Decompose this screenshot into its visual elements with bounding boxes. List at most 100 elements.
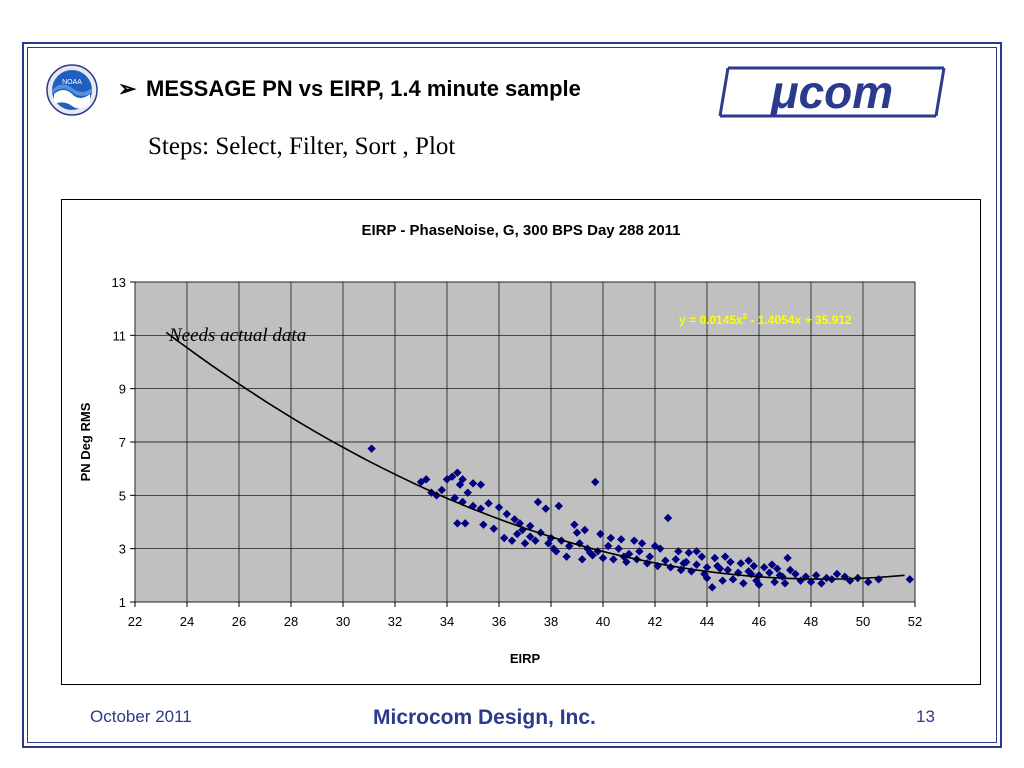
data-point — [905, 575, 914, 584]
y-tick-label: 5 — [119, 488, 126, 503]
x-tick-label: 44 — [700, 614, 714, 629]
x-tick-label: 40 — [596, 614, 610, 629]
x-tick-label: 34 — [440, 614, 454, 629]
data-point — [726, 557, 735, 567]
data-point — [770, 577, 779, 587]
chart-container: EIRP - PhaseNoise, G, 300 BPS Day 288 20… — [61, 199, 981, 685]
data-point — [736, 559, 745, 568]
data-point — [606, 533, 615, 543]
data-point — [723, 565, 732, 575]
data-point — [448, 472, 457, 481]
data-point — [721, 552, 730, 561]
x-axis-label: EIRP — [510, 651, 541, 666]
data-point — [604, 541, 613, 551]
data-point — [671, 555, 680, 564]
chart-annotation: Needs actual data — [168, 325, 306, 346]
data-point — [643, 559, 652, 568]
chart-title: EIRP - PhaseNoise, G, 300 BPS Day 288 20… — [361, 222, 680, 239]
data-point — [645, 552, 654, 561]
y-tick-label: 7 — [119, 435, 126, 450]
y-tick-label: 1 — [119, 595, 126, 610]
data-point — [598, 553, 608, 563]
data-point — [476, 504, 485, 513]
data-point — [773, 564, 782, 573]
data-point — [533, 497, 543, 507]
noaa-logo: NOAA — [46, 64, 98, 116]
data-point — [832, 569, 842, 579]
data-point — [864, 577, 873, 587]
data-point — [650, 541, 660, 551]
x-tick-label: 26 — [232, 614, 246, 629]
data-point — [596, 529, 605, 539]
x-tick-label: 24 — [180, 614, 194, 629]
data-point — [500, 533, 509, 543]
x-tick-label: 38 — [544, 614, 558, 629]
data-point — [801, 572, 810, 581]
data-point — [484, 499, 493, 508]
y-tick-label: 9 — [119, 382, 126, 397]
scatter-chart: EIRP - PhaseNoise, G, 300 BPS Day 288 20… — [78, 222, 922, 666]
slide-title-row: ➢ MESSAGE PN vs EIRP, 1.4 minute sample — [118, 76, 581, 102]
steps-text: Steps: Select, Filter, Sort , Plot — [148, 133, 456, 160]
data-point — [578, 555, 587, 564]
data-point — [812, 571, 821, 580]
ucom-logo-text: μcom — [769, 66, 893, 118]
trendline-equation: y = 0.0145x2 - 1.4054x + 35.912 — [679, 312, 852, 327]
data-point — [747, 569, 756, 579]
footer-company: Microcom Design, Inc. — [373, 706, 596, 729]
data-point — [708, 583, 717, 592]
x-tick-label: 30 — [336, 614, 350, 629]
footer-date: October 2011 — [90, 707, 192, 726]
x-tick-label: 48 — [804, 614, 818, 629]
data-point — [617, 535, 626, 544]
data-point — [663, 513, 673, 523]
x-tick-label: 46 — [752, 614, 766, 629]
data-point — [783, 553, 792, 563]
data-point — [822, 573, 831, 583]
x-tick-label: 52 — [908, 614, 922, 629]
data-point — [468, 479, 478, 488]
data-point — [840, 572, 849, 581]
x-tick-label: 22 — [128, 614, 142, 629]
data-point — [494, 503, 504, 512]
data-point — [591, 477, 600, 487]
data-point — [630, 536, 639, 545]
data-point — [513, 529, 522, 539]
x-tick-label: 32 — [388, 614, 402, 629]
ucom-logo: μcom — [718, 66, 946, 118]
data-point — [806, 577, 816, 587]
data-point — [580, 525, 589, 535]
x-tick-label: 50 — [856, 614, 870, 629]
data-point — [684, 548, 693, 557]
data-point — [463, 488, 472, 497]
data-point — [702, 573, 712, 583]
data-point — [502, 509, 511, 519]
data-point — [791, 569, 800, 579]
y-tick-label: 11 — [113, 328, 127, 343]
data-point — [565, 541, 574, 551]
noaa-logo-text: NOAA — [62, 79, 82, 86]
trendline — [165, 331, 905, 580]
data-point — [458, 475, 467, 484]
y-axis-label: PN Deg RMS — [78, 402, 93, 481]
data-point — [710, 553, 719, 563]
data-point — [697, 552, 706, 561]
data-point — [437, 485, 446, 495]
data-point — [749, 561, 758, 571]
footer-page-number: 13 — [916, 707, 935, 726]
x-tick-label: 36 — [492, 614, 506, 629]
y-tick-label: 3 — [119, 542, 126, 557]
bullet-arrow-icon: ➢ — [118, 76, 137, 101]
data-point — [760, 563, 769, 572]
data-point — [622, 557, 631, 567]
data-point — [453, 468, 462, 477]
y-tick-label: 13 — [112, 275, 126, 290]
data-point — [422, 475, 431, 484]
data-point — [734, 568, 743, 577]
data-point — [526, 521, 535, 531]
data-point — [367, 444, 376, 453]
data-point — [786, 565, 795, 575]
slide-title: MESSAGE PN vs EIRP, 1.4 minute sample — [146, 76, 581, 101]
x-tick-label: 28 — [284, 614, 298, 629]
